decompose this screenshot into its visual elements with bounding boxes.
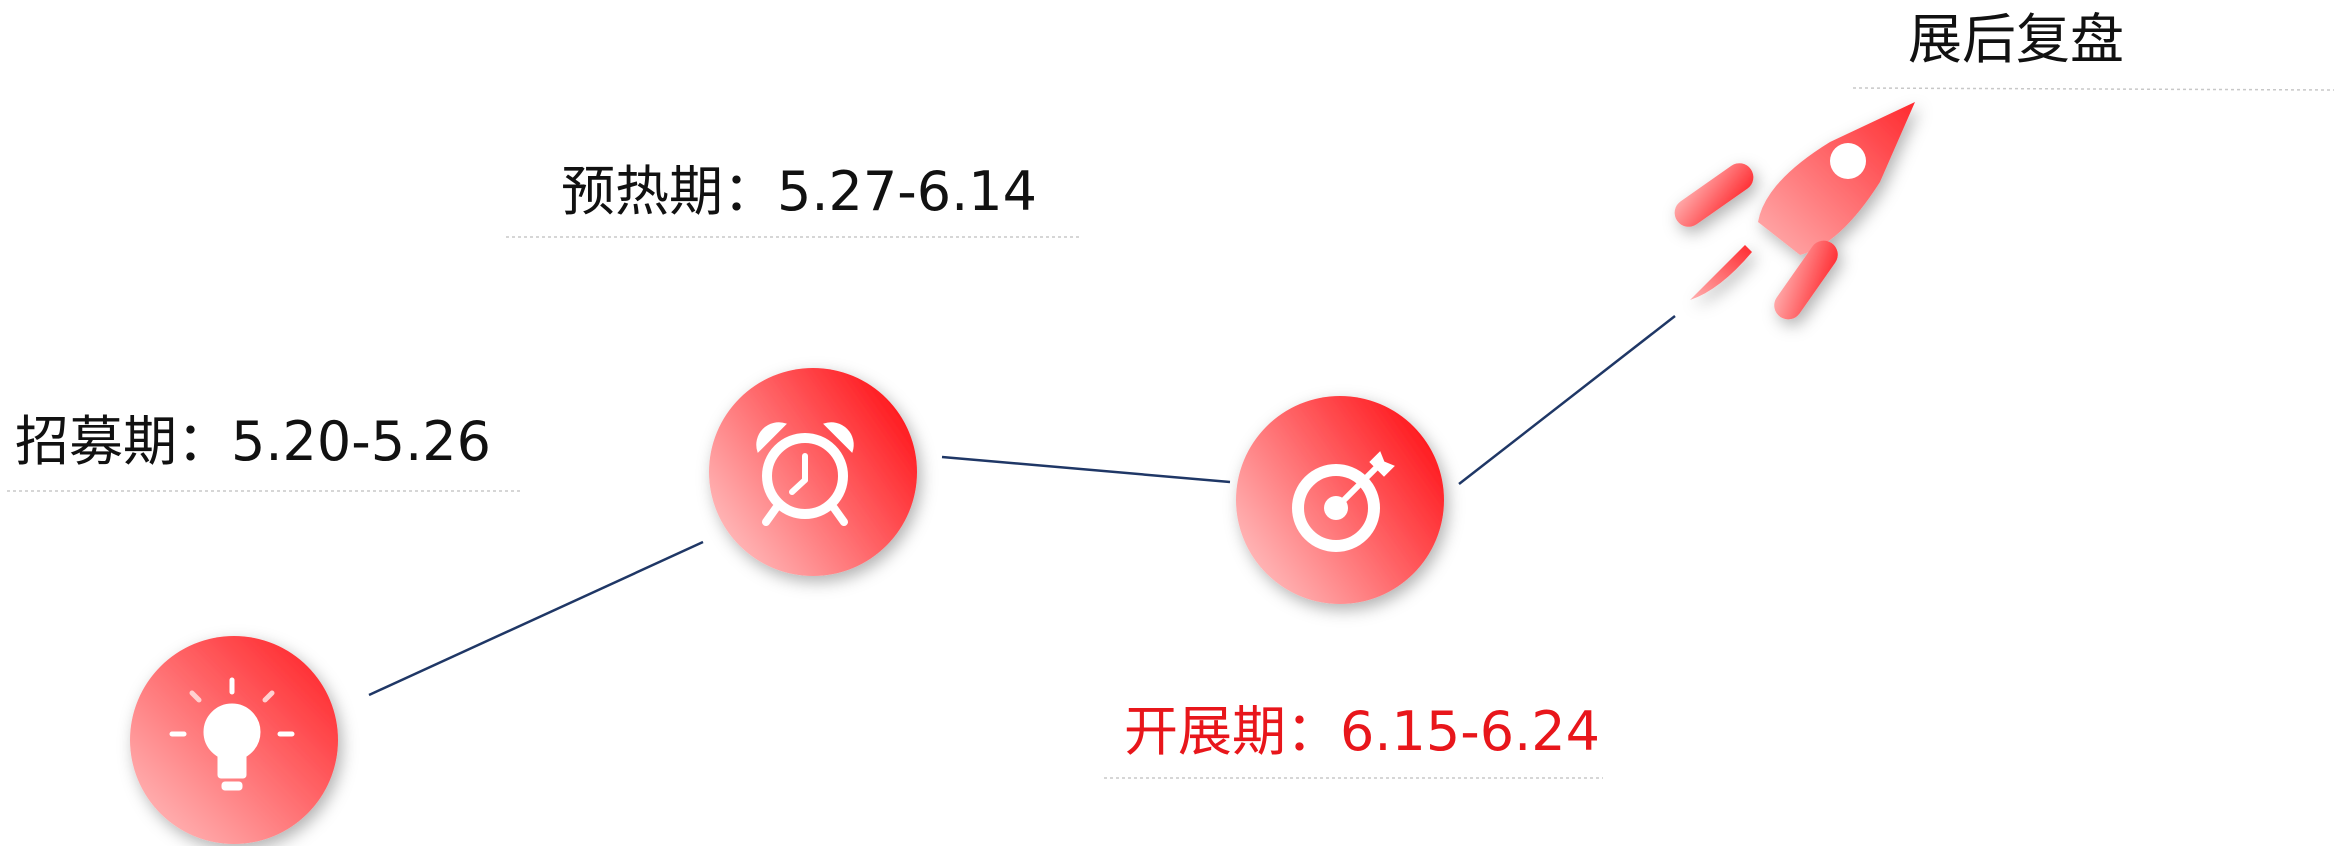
stage-label: 开展期：6.15-6.24 — [1124, 700, 1600, 763]
connector — [369, 542, 703, 695]
target-node — [1236, 396, 1444, 604]
label-rule — [1853, 88, 2334, 90]
lightbulb-node — [130, 636, 338, 844]
timeline-diagram: 招募期：5.20-5.26 预热期：5.27-6.14 开展期：6.15-6.2… — [0, 0, 2334, 846]
stage-label: 展后复盘 — [1908, 8, 2124, 71]
stage-label: 预热期：5.27-6.14 — [561, 160, 1037, 223]
alarm-node — [709, 368, 917, 576]
stage-label: 招募期：5.20-5.26 — [15, 410, 491, 473]
connector — [942, 457, 1230, 482]
rocket — [1669, 102, 1915, 325]
connector — [1459, 316, 1675, 484]
